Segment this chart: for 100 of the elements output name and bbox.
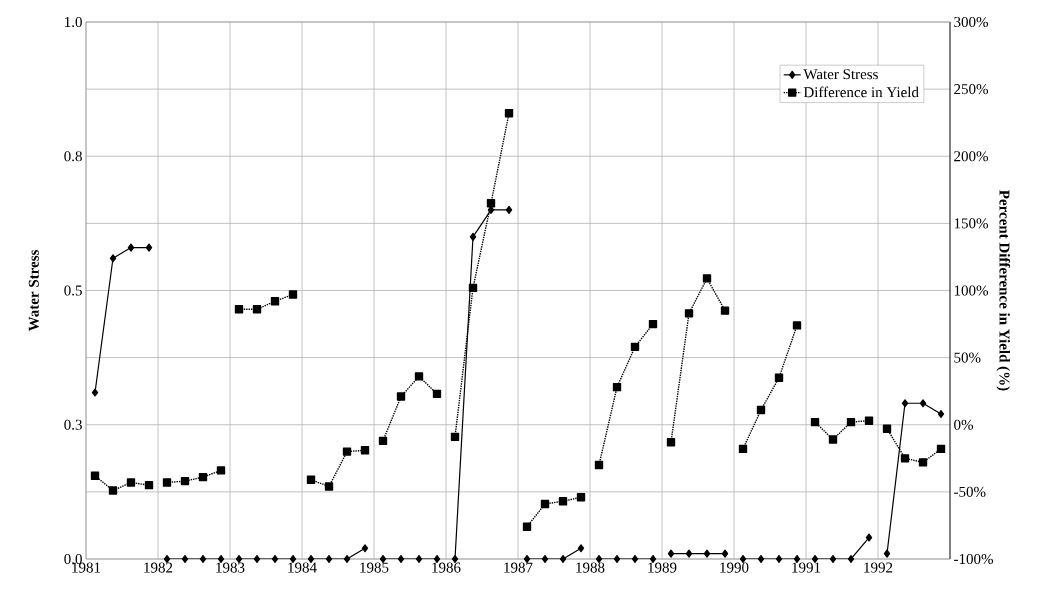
point [144,480,154,490]
point [631,554,639,564]
point [343,554,351,564]
point [792,321,802,330]
y2-tick-label: 100% [954,285,989,296]
point [432,389,442,399]
x-tick-label: 1990 [720,562,749,573]
y-tick-label: 0.8 [64,151,82,162]
point [306,475,316,484]
point [361,544,369,553]
point [846,417,856,427]
point [126,478,136,487]
point [865,533,873,542]
x-tick-label: 1983 [216,562,245,573]
x-tick-label: 1982 [144,562,173,573]
y-tick-label: 1.0 [65,16,82,28]
point [415,554,423,564]
point [738,444,748,454]
point [594,460,604,470]
point [91,388,99,397]
x-tick-label: 1981 [72,562,101,573]
y2-tick-label: 250% [954,84,989,95]
legend-label: Difference in Yield [803,86,919,98]
x-tick-label: 1986 [432,562,461,573]
point [702,274,712,283]
point [613,554,621,564]
point [108,486,118,495]
x-tick-label: 1984 [288,562,317,573]
point [559,554,567,564]
point [469,232,477,241]
point [882,424,892,433]
point [918,458,928,467]
point [541,554,549,564]
point [576,493,586,502]
point [756,405,766,415]
point [936,444,946,454]
legend-label: Water Stress [803,69,878,80]
point [396,392,406,401]
point [684,309,694,318]
point [864,416,874,425]
point [810,417,820,427]
point [685,549,693,558]
y2-tick-label: 150% [954,218,989,229]
point [127,243,135,252]
point [414,372,424,381]
point [648,319,658,329]
point [486,199,496,208]
point [145,243,153,252]
y-tick-label: 0.0 [64,553,82,565]
x-tick-label: 1988 [576,562,605,573]
point [234,305,244,314]
point [900,454,910,463]
point [721,549,729,558]
point [397,554,405,564]
point [775,554,783,564]
x-tick-label: 1991 [792,562,821,573]
x-tick-label: 1992 [864,562,893,573]
point [577,544,585,553]
point [378,436,388,446]
y-tick-label: 0.3 [64,419,82,430]
y2-tick-label: 50% [954,352,981,363]
y2-axis-title: Percent Difference in Yield (%) [996,190,1011,391]
point [937,409,945,419]
point [829,554,837,564]
point [324,482,334,491]
point [109,254,117,263]
point [288,290,298,299]
point [522,522,532,531]
point [253,554,261,564]
point [630,342,640,352]
y2-tick-label: 300% [954,16,989,28]
y2-tick-label: 200% [954,151,989,162]
x-tick-label: 1985 [360,562,389,573]
point [774,373,784,382]
point [90,471,100,480]
point [360,446,370,455]
x-tick-label: 1989 [648,562,677,573]
point [181,554,189,564]
point [180,476,190,486]
x-tick-label: 1987 [504,562,533,573]
point [325,554,333,564]
point [505,205,513,215]
point [216,466,226,475]
y-tick-label: 0.5 [64,285,82,296]
point [198,472,208,482]
point [828,435,838,444]
point [667,549,675,558]
point [720,306,730,315]
point [199,554,207,564]
point [612,382,622,392]
y2-tick-label: 0% [954,419,974,430]
point [504,109,514,118]
point [270,297,280,306]
point [558,497,568,506]
point [666,438,676,447]
y2-tick-label: -100% [954,553,994,565]
point [252,305,262,314]
point [450,432,460,442]
y-axis-title: Water Stress [28,249,39,332]
point [271,554,279,564]
